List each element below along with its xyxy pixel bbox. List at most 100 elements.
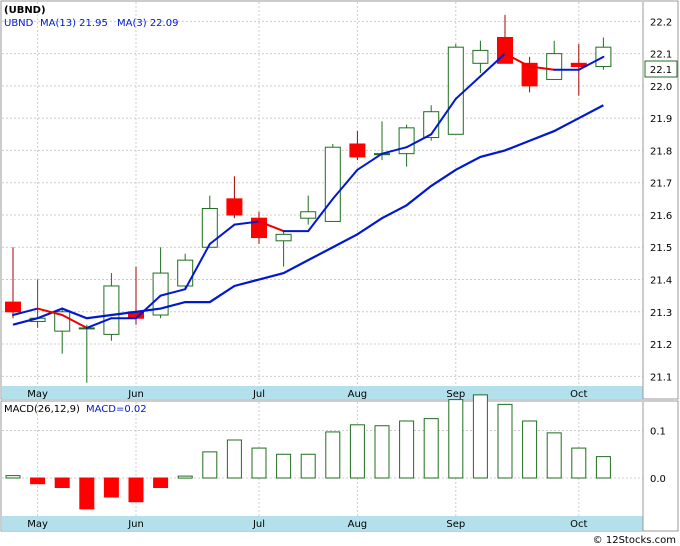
price-tick-label: 21.6 [650,211,672,222]
macd-bar [448,399,464,479]
macd-x-labels: May Jun Jul Aug Sep Oct [27,519,587,530]
candles [5,14,612,383]
candle-body [349,143,366,158]
macd-x-label: Jul [252,519,265,530]
ma3-segment [454,75,482,100]
ma3-segment [135,294,162,320]
candle-body [324,146,341,222]
macd-bar [177,475,193,479]
candle-body [5,301,21,313]
watermark: © 12Stocks.com [593,535,676,546]
ma3-line [12,52,605,329]
price-tick-label: 21.1 [650,372,672,383]
ma3-segment [405,133,433,149]
price-y-labels: 21.1 21.2 21.3 21.4 21.5 21.6 21.7 21.8 21.9 22.0… [650,17,672,383]
ma3-segment [307,197,334,233]
macd-bar [30,477,46,485]
ma3-segment [479,52,506,78]
ma3-segment [233,220,260,226]
price-x-labels: May Jun Jul Aug Sep Oct [27,389,587,400]
chart-title: (UBND) [4,5,46,16]
price-x-label: Sep [446,389,465,400]
ma3-segment [258,220,285,233]
macd-bar [5,475,21,479]
macd-bar [54,477,70,488]
macd-bar [595,456,611,479]
macd-title: MACD(26,12,9) [4,404,80,415]
ma3-segment [528,65,556,71]
candle-body [521,62,538,87]
macd-bar [128,477,144,503]
macd-bar [300,453,316,479]
macd-x-label: May [27,519,48,530]
price-x-label: May [27,389,48,400]
ma3-segment [12,307,39,317]
candle-body [447,46,464,135]
price-badge: 22.1 [644,60,678,78]
price-tick-label: 21.5 [650,243,672,254]
macd-x-label: Sep [446,519,465,530]
price-tick-label: 21.7 [650,179,672,190]
candle-body [546,53,563,80]
macd-tick-label: 0.0 [650,474,666,485]
ma3-segment [331,168,359,200]
macd-bar [546,432,562,479]
price-tick-label: 21.3 [650,308,672,319]
candle-body [398,127,415,155]
macd-bar [497,403,513,479]
price-tick-label: 22.0 [650,82,672,93]
macd-x-label: Oct [570,519,587,530]
candle-body [103,285,120,335]
macd-x-label: Aug [348,519,368,530]
macd-bar [399,420,415,479]
candle-body [275,233,292,242]
ma3-segment [36,307,64,317]
legend-ma3: MA(3) 22.09 [117,18,178,29]
ma3-segment [208,223,236,246]
price-x-label: Oct [570,389,587,400]
macd-bars [5,394,611,510]
macd-bar [226,439,242,479]
macd-bar [423,418,439,479]
ma3-segment [430,97,457,136]
macd-bar [79,477,95,510]
price-tick-label: 21.2 [650,340,672,351]
macd-bar [251,447,267,479]
ma3-segment [159,288,187,297]
ma3-segment [504,52,531,68]
macd-tick-label: 0.1 [650,427,666,438]
price-x-label: Jul [252,389,265,400]
ma3-segment [577,55,605,71]
ma3-segment [61,314,88,329]
candle-body [201,208,218,248]
price-x-label: Aug [348,389,368,400]
macd-bar [374,425,390,479]
macd-bar [349,424,365,479]
macd-bar [153,477,169,488]
ma3-segment [381,146,408,155]
candle-body [300,211,317,219]
macd-bar [202,451,218,479]
candle-body [177,259,194,287]
price-tick-label: 22.2 [650,17,672,28]
price-date-band [2,386,643,399]
macd-bar [276,453,292,479]
macd-bar [571,447,587,479]
price-tick-label: 21.9 [650,114,672,125]
legend-ma13: MA(13) 21.95 [40,18,108,29]
macd-bar [472,394,488,479]
macd-y-labels: 0.1 0.0 [650,427,666,486]
price-tick-label: 21.4 [650,276,672,287]
macd-bar [325,431,341,479]
macd-value: MACD=0.02 [86,404,147,415]
macd-date-band [2,516,643,531]
ma3-segment [85,317,113,329]
ma3-segment [356,152,383,171]
price-x-label: Jun [127,389,144,400]
price-badge-text: 22.1 [650,65,672,76]
macd-x-label: Jun [127,519,144,530]
legend-symbol: UBND [4,18,34,29]
price-tick-label: 21.8 [650,146,672,157]
candle-body [226,198,243,216]
